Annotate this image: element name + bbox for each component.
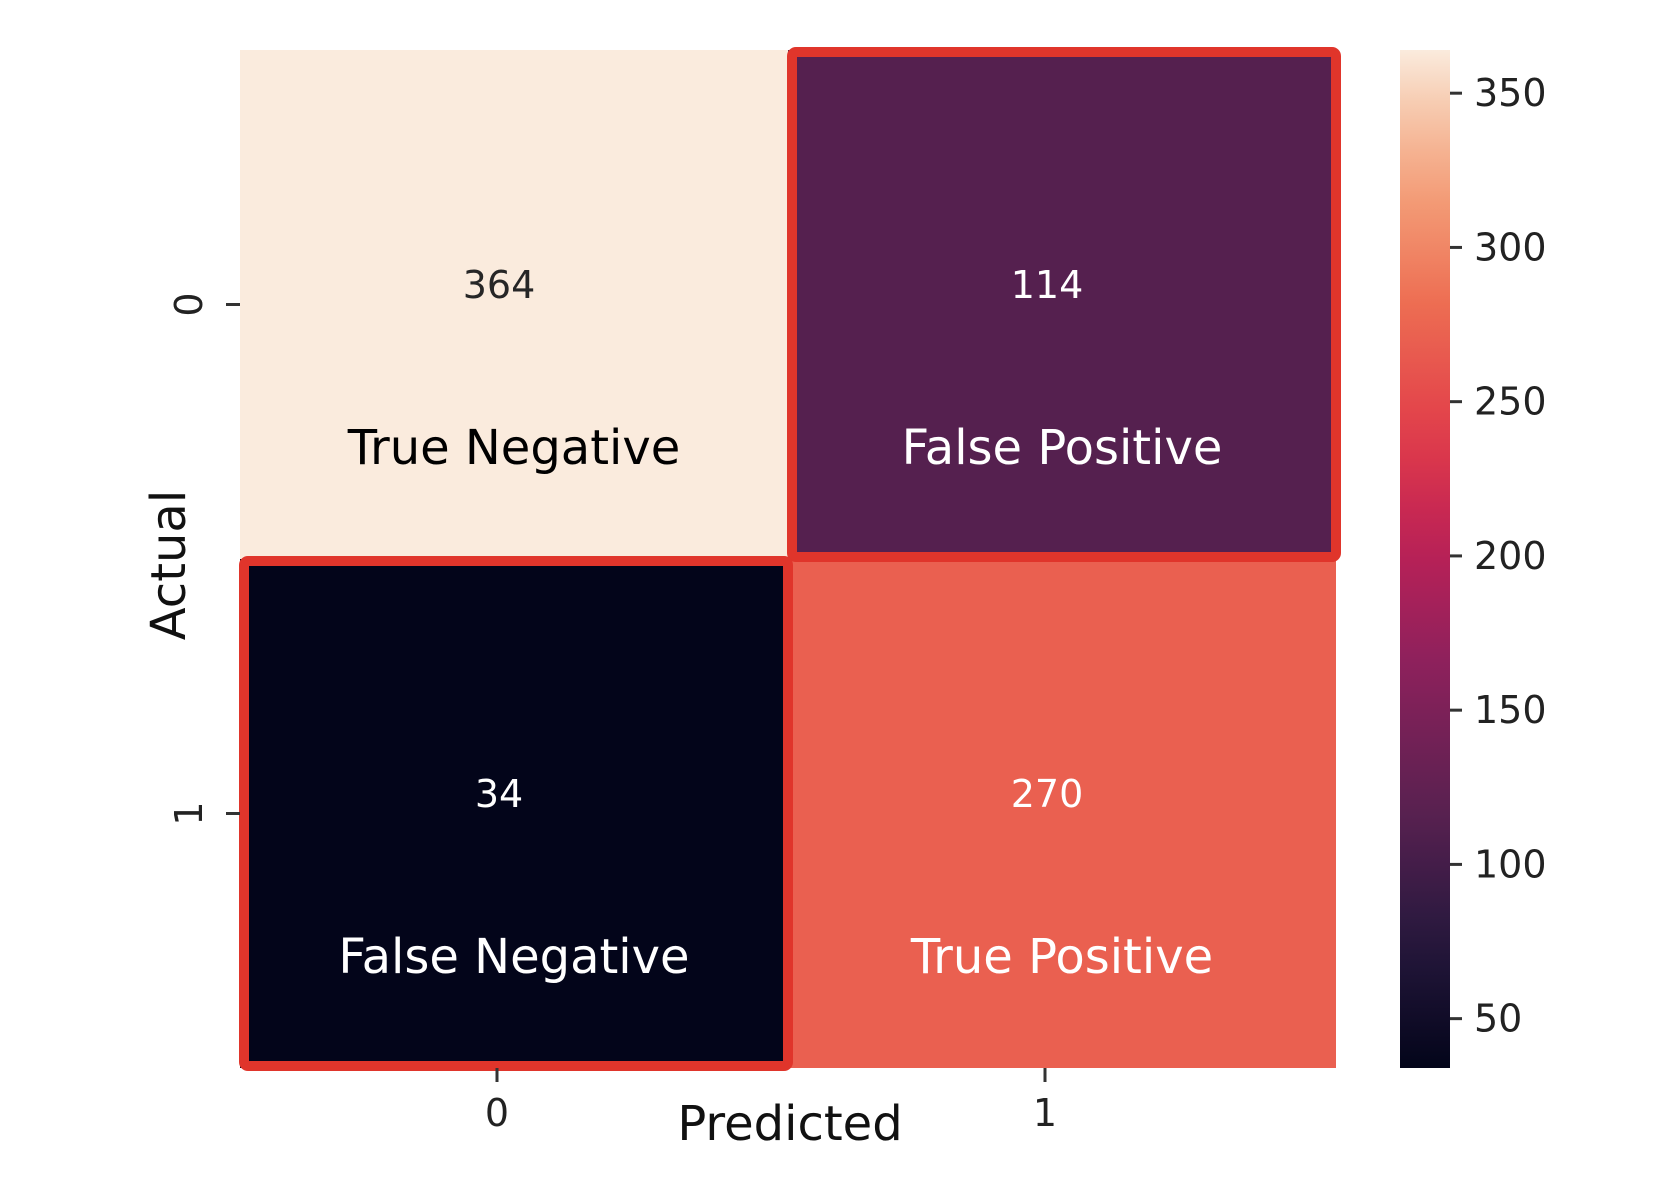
colorbar-tick-label-4: 250 [1474,380,1547,424]
colorbar-tick-label-5: 300 [1474,225,1547,269]
cell-annotation-1-1: True Positive [910,929,1213,985]
colorbar-tick-label-1: 100 [1474,842,1547,886]
cell-value-0-1: 114 [1011,263,1084,307]
heatmap-grid: 364 True Negative 114 False Positive 34 False… [240,50,1336,1068]
cell-annotation-1-0: False Negative [338,929,689,985]
colorbar: 50 100 150 200 250 300 350 [1400,50,1547,1068]
colorbar-gradient [1400,50,1450,1068]
colorbar-tick-label-0: 50 [1474,997,1522,1041]
x-tick-label-1: 1 [1033,1091,1057,1135]
heatmap-cell-1-1 [788,559,1336,1068]
colorbar-tick-label-3: 200 [1474,534,1547,578]
cell-value-1-0: 34 [475,772,523,816]
y-axis: 01 [167,292,240,826]
cell-value-0-0: 364 [463,263,536,307]
heatmap-cell-0-0 [240,50,788,559]
y-tick-label-0: 0 [167,292,211,316]
x-axis-label: Predicted [677,1096,902,1152]
highlight-box-0-1 [787,47,1341,562]
colorbar-tick-label-2: 150 [1474,688,1547,732]
highlight-boxes [239,47,1341,1071]
y-tick-label-1: 1 [167,801,211,825]
y-axis-label: Actual [141,490,197,640]
highlight-box-1-0 [239,556,793,1071]
cell-annotation-0-1: False Positive [902,420,1223,476]
x-tick-label-0: 0 [485,1091,509,1135]
colorbar-tick-label-6: 350 [1474,71,1547,115]
cell-value-1-1: 270 [1011,772,1084,816]
heatmap-cell-1-0 [240,559,788,1068]
heatmap-cell-0-1 [788,50,1336,559]
cell-annotation-0-0: True Negative [347,420,681,476]
